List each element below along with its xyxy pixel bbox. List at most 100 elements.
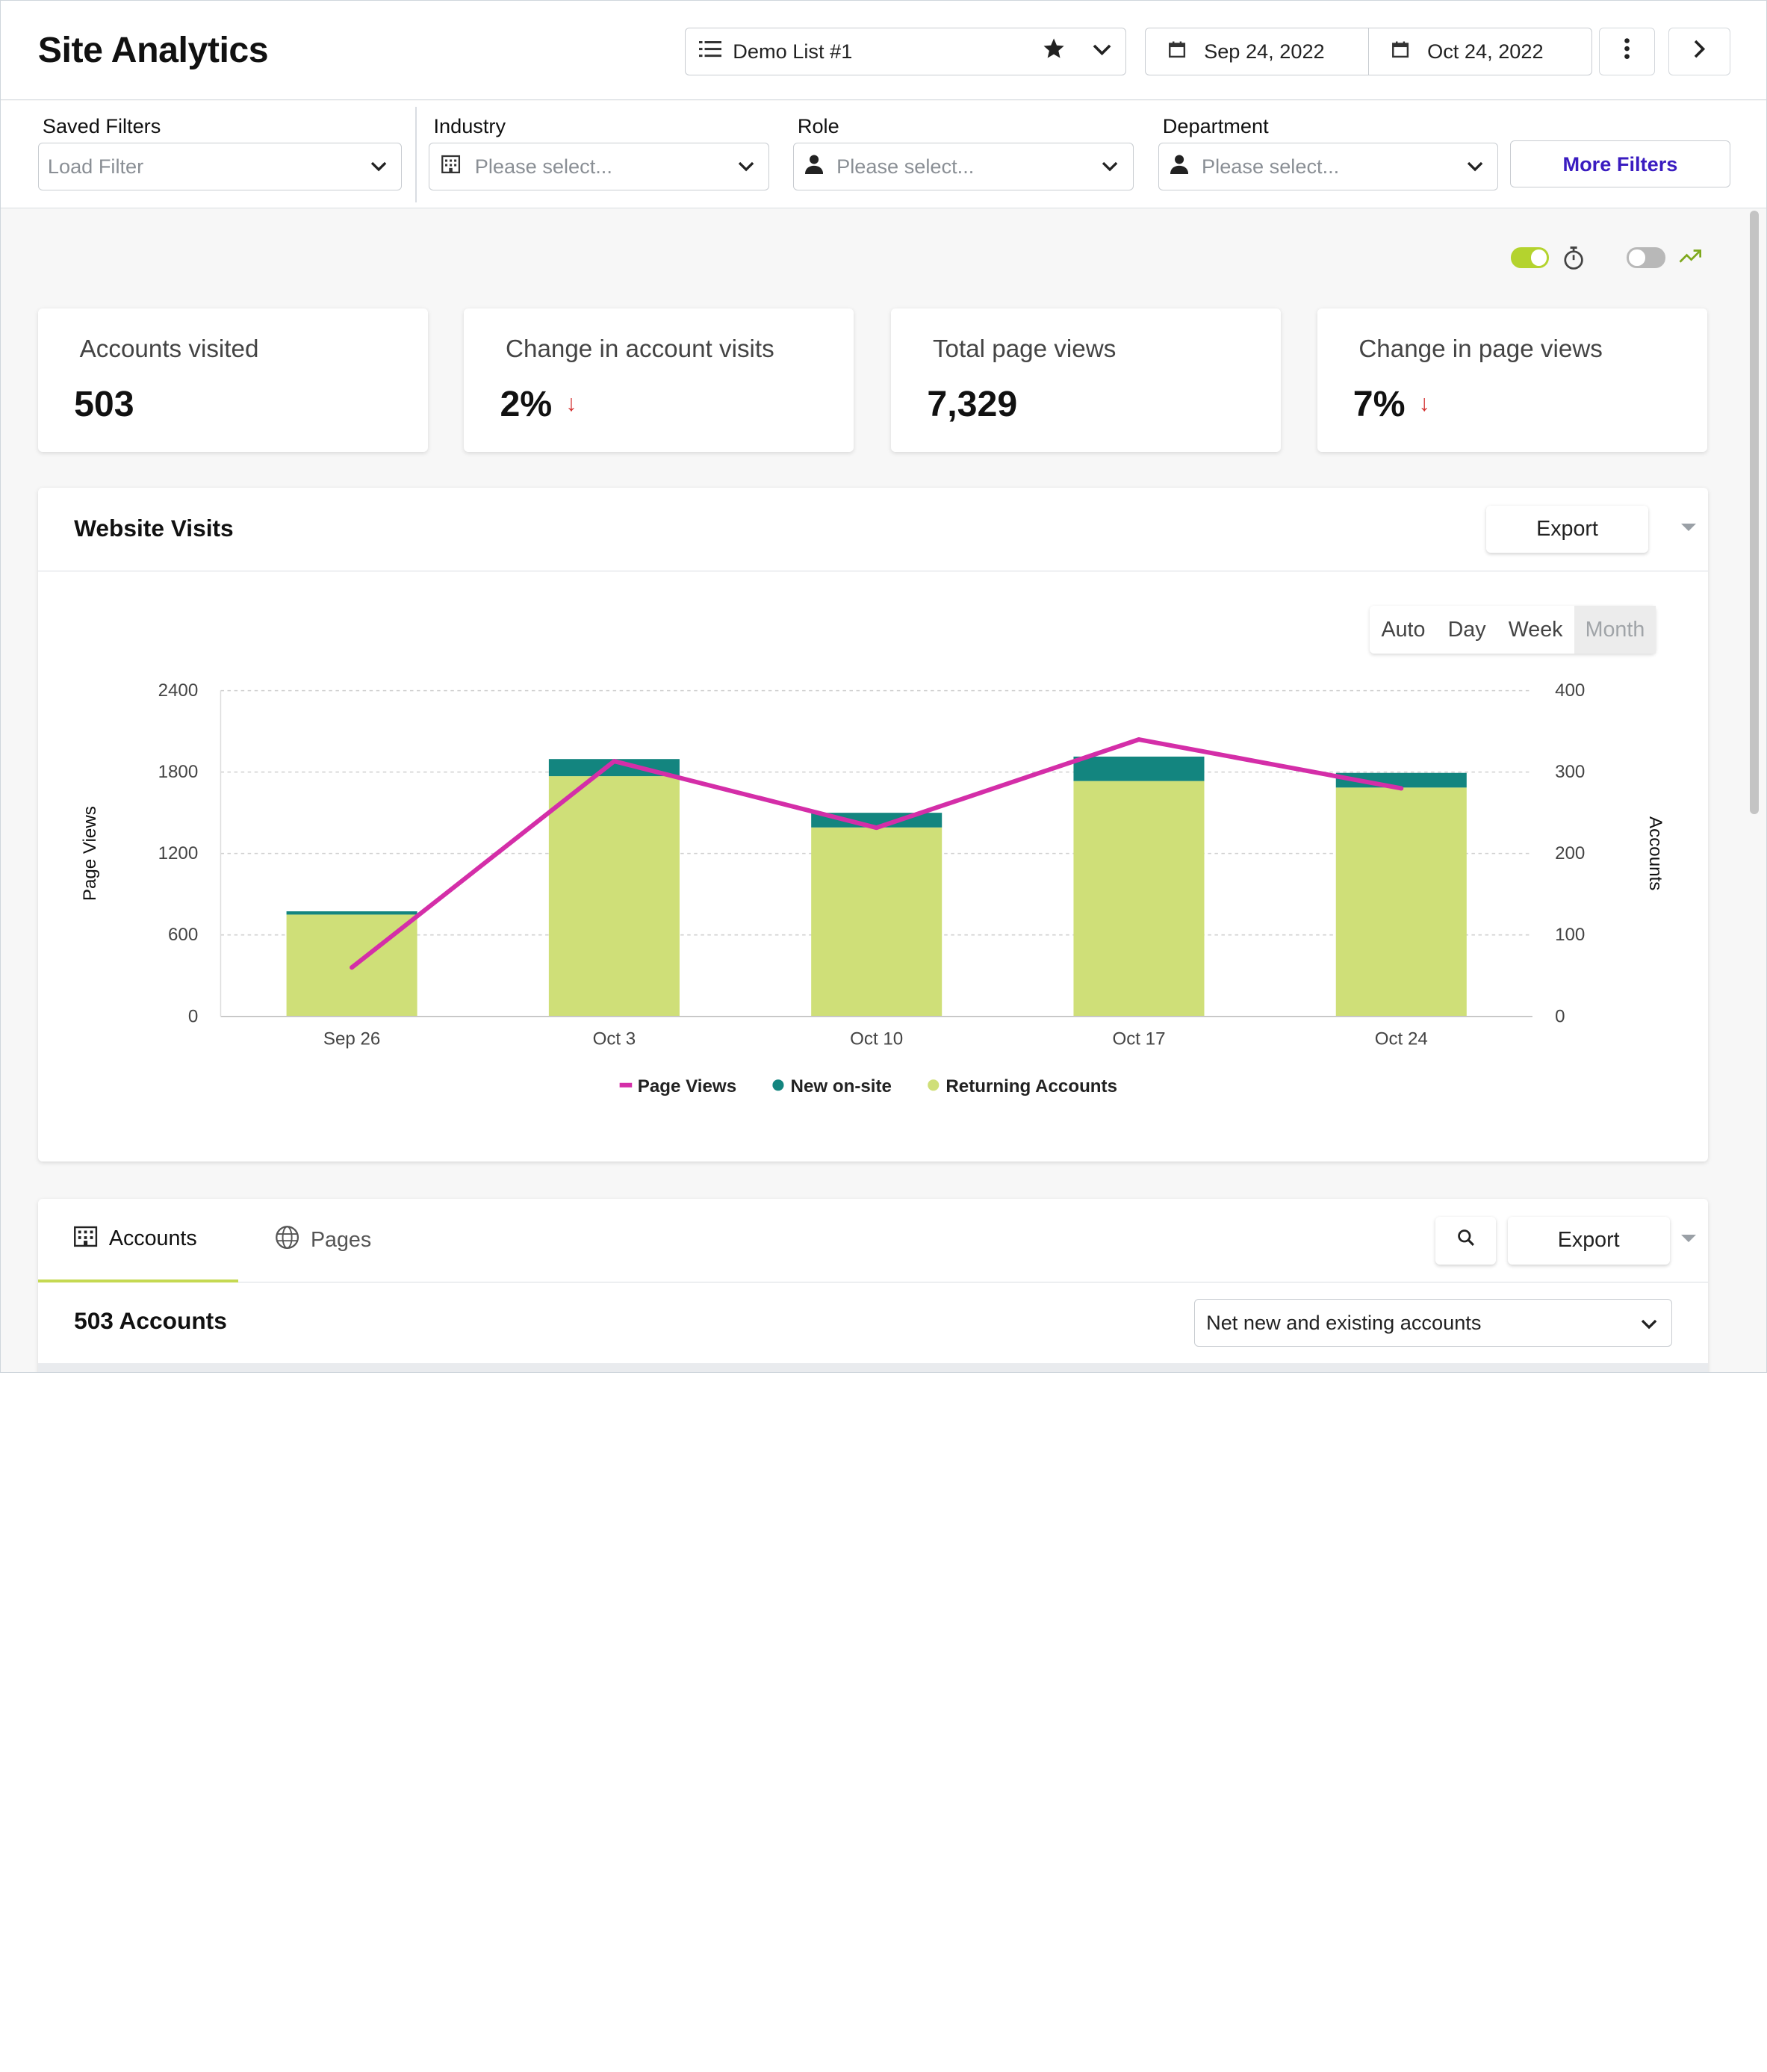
account-scope-value: Net new and existing accounts bbox=[1206, 1311, 1482, 1335]
role-label: Role bbox=[797, 114, 839, 138]
tab-pages[interactable]: Pages bbox=[275, 1199, 372, 1282]
page-views-point bbox=[1136, 736, 1141, 742]
x-tick-label: Oct 17 bbox=[1112, 1029, 1165, 1049]
arrow-down-icon: ↓ bbox=[1418, 391, 1430, 416]
stat-value-container: 7,329 bbox=[927, 383, 1017, 425]
chart-bars bbox=[286, 756, 1467, 1017]
granularity-auto[interactable]: Auto bbox=[1381, 617, 1426, 642]
department-label: Department bbox=[1162, 114, 1269, 138]
industry-group: Industry Please select... bbox=[429, 114, 770, 190]
date-range-picker[interactable]: Sep 24, 2022 Oct 24, 2022 bbox=[1144, 28, 1592, 75]
chevron-down-icon bbox=[1466, 156, 1484, 177]
stopwatch-icon bbox=[1562, 244, 1585, 276]
building-icon bbox=[441, 154, 461, 179]
granularity-month[interactable]: Month bbox=[1574, 606, 1656, 654]
chevron-down-icon bbox=[737, 156, 755, 177]
legend-item: Returning Accounts bbox=[928, 1076, 1117, 1097]
app-window: Site Analytics Demo List #1 Sep 24, 2022 bbox=[0, 0, 1767, 1373]
legend-label: Page Views bbox=[638, 1076, 736, 1097]
stat-value: 7% bbox=[1353, 383, 1406, 424]
granularity-day[interactable]: Day bbox=[1447, 617, 1486, 642]
x-tick-label: Sep 26 bbox=[323, 1029, 380, 1049]
department-placeholder: Please select... bbox=[1202, 155, 1340, 179]
y-tick-label: 0 bbox=[188, 1006, 198, 1026]
legend-swatch bbox=[772, 1079, 784, 1091]
more-filters-button[interactable]: More Filters bbox=[1509, 140, 1731, 188]
chevron-down-icon[interactable] bbox=[1092, 41, 1112, 62]
more-options-button[interactable] bbox=[1598, 28, 1656, 75]
load-filter-select[interactable]: Load Filter bbox=[37, 143, 403, 190]
y2-axis-title: Accounts bbox=[1645, 816, 1665, 890]
role-select[interactable]: Please select... bbox=[792, 143, 1134, 190]
search-button[interactable] bbox=[1435, 1217, 1497, 1265]
list-selector[interactable]: Demo List #1 bbox=[684, 28, 1127, 75]
granularity-week[interactable]: Week bbox=[1508, 617, 1563, 642]
chevron-right-icon bbox=[1693, 39, 1707, 64]
account-scope-select[interactable]: Net new and existing accounts bbox=[1194, 1299, 1672, 1347]
search-icon bbox=[1457, 1228, 1475, 1253]
tab-accounts[interactable]: Accounts bbox=[37, 1199, 239, 1282]
legend-item: Page Views bbox=[619, 1076, 736, 1097]
y2-tick-label: 100 bbox=[1555, 925, 1585, 945]
caret-down-icon[interactable] bbox=[1680, 524, 1696, 531]
stat-label: Total page views bbox=[932, 335, 1117, 364]
legend-label: Returning Accounts bbox=[945, 1076, 1117, 1097]
arrow-down-icon: ↓ bbox=[565, 391, 577, 416]
start-date-field[interactable]: Sep 24, 2022 bbox=[1146, 28, 1368, 74]
saved-filters-group: Saved Filters Load Filter bbox=[37, 114, 403, 190]
page-scrollbar[interactable] bbox=[1746, 210, 1762, 1372]
page-views-point bbox=[612, 758, 617, 763]
chevron-down-icon bbox=[370, 156, 388, 177]
trend-toggle[interactable] bbox=[1627, 247, 1665, 268]
building-icon bbox=[73, 1225, 98, 1253]
tab-bar: Accounts Pages Export bbox=[37, 1199, 1709, 1282]
y2-tick-label: 0 bbox=[1555, 1006, 1565, 1026]
stat-label: Change in account visits bbox=[506, 335, 774, 364]
department-select[interactable]: Please select... bbox=[1158, 143, 1499, 190]
x-tick-label: Oct 10 bbox=[850, 1029, 903, 1049]
industry-select[interactable]: Please select... bbox=[429, 143, 770, 190]
filter-divider bbox=[415, 106, 417, 203]
visits-chart: 0 600 1200 1800 2400 0 100 200 300 400 Page Views A… bbox=[80, 680, 1665, 1097]
globe-icon bbox=[275, 1225, 299, 1256]
table-header-strip bbox=[37, 1363, 1709, 1372]
department-group: Department Please select... bbox=[1158, 114, 1499, 190]
next-button[interactable] bbox=[1668, 28, 1731, 75]
calendar-icon bbox=[1391, 40, 1409, 63]
trend-up-icon bbox=[1679, 247, 1701, 270]
table-export-button[interactable]: Export bbox=[1507, 1217, 1670, 1265]
website-visits-card: Website Visits Export Auto Day Week Mont… bbox=[37, 487, 1709, 1162]
legend-item: New on-site bbox=[772, 1076, 892, 1097]
chevron-down-icon bbox=[1640, 1311, 1658, 1335]
star-icon[interactable] bbox=[1043, 37, 1065, 65]
y-tick-label: 2400 bbox=[158, 680, 198, 701]
export-button[interactable]: Export bbox=[1485, 506, 1649, 553]
end-date-field[interactable]: Oct 24, 2022 bbox=[1367, 28, 1591, 75]
saved-filters-label: Saved Filters bbox=[42, 114, 161, 138]
legend-label: New on-site bbox=[790, 1076, 891, 1097]
stat-card-accounts-visited: Accounts visited 503 bbox=[37, 308, 428, 452]
y2-tick-label: 200 bbox=[1555, 843, 1585, 863]
y-axis-title: Page Views bbox=[80, 806, 100, 901]
chart-title: Website Visits bbox=[74, 515, 234, 542]
stat-value-container: 503 bbox=[74, 383, 134, 425]
caret-down-icon[interactable] bbox=[1680, 1235, 1696, 1242]
legend-swatch bbox=[928, 1079, 940, 1091]
tab-pages-label: Pages bbox=[310, 1228, 372, 1253]
role-group: Role Please select... bbox=[792, 114, 1134, 190]
person-icon bbox=[804, 154, 824, 179]
stat-card-change-page-views: Change in page views 7% ↓ bbox=[1317, 308, 1707, 452]
y-tick-label: 600 bbox=[168, 925, 198, 945]
bar-new-on-site bbox=[548, 759, 680, 776]
scrollbar-thumb[interactable] bbox=[1749, 210, 1760, 815]
view-toggles bbox=[1509, 242, 1712, 276]
list-icon bbox=[699, 39, 722, 64]
page-title: Site Analytics bbox=[37, 29, 269, 70]
chart-line bbox=[349, 736, 1404, 970]
page-views-point bbox=[1399, 786, 1404, 791]
accounts-pages-card: Accounts Pages Export 503 Accounts Net n… bbox=[37, 1199, 1709, 1372]
x-tick-label: Oct 3 bbox=[592, 1029, 636, 1049]
timer-toggle[interactable] bbox=[1511, 247, 1550, 268]
accounts-count: 503 Accounts bbox=[74, 1306, 227, 1334]
stat-label: Accounts visited bbox=[79, 335, 259, 364]
